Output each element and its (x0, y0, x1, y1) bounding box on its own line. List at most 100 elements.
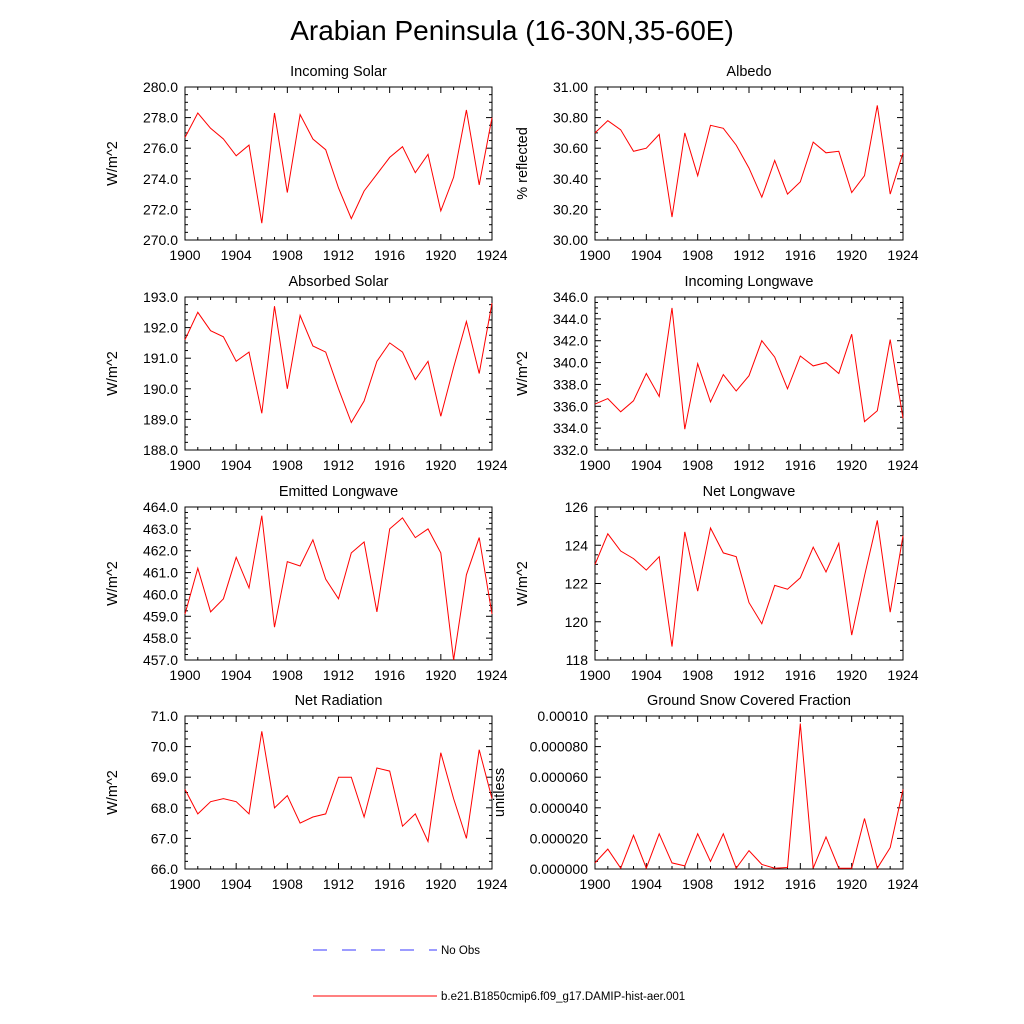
y-tick-label: 124 (565, 537, 589, 553)
x-tick-label: 1908 (682, 247, 713, 263)
x-tick-label: 1920 (425, 247, 456, 263)
plot-frame (594, 296, 904, 451)
y-tick-label: 270.0 (143, 232, 178, 248)
series-line (594, 520, 904, 647)
y-tick-label: 280.0 (143, 79, 178, 95)
y-tick-label: 463.0 (143, 521, 178, 537)
panel-3: Absorbed Solar 1900 1904 1908 1912 1916 1920 19… (105, 274, 508, 473)
plot-frame (184, 296, 493, 451)
y-tick-label: 334.0 (553, 420, 588, 436)
x-tick-label: 1916 (374, 247, 405, 263)
x-tick-label: 1904 (631, 667, 662, 683)
y-tick-label: 457.0 (143, 652, 178, 668)
x-tick-label: 1920 (836, 667, 867, 683)
series-line (184, 303, 493, 424)
y-tick-label: 30.00 (553, 232, 588, 248)
y-tick-label: 338.0 (553, 376, 588, 392)
x-tick-label: 1900 (579, 457, 610, 473)
y-tick-label: 0.000000 (530, 861, 589, 877)
y-tick-label: 460.0 (143, 586, 178, 602)
x-tick-label: 1924 (476, 876, 507, 892)
y-tick-label: 458.0 (143, 630, 178, 646)
x-tick-label: 1920 (836, 247, 867, 263)
y-tick-label: 30.40 (553, 171, 588, 187)
x-tick-label: 1908 (682, 876, 713, 892)
x-tick-label: 1912 (323, 457, 354, 473)
x-tick-label: 1912 (323, 247, 354, 263)
y-axis-label: % reflected (515, 127, 531, 200)
y-tick-label: 459.0 (143, 608, 178, 624)
x-tick-label: 1908 (272, 876, 303, 892)
y-tick-label: 274.0 (143, 171, 178, 187)
x-tick-label: 1912 (323, 667, 354, 683)
x-tick-label: 1900 (579, 247, 610, 263)
x-tick-label: 1916 (374, 667, 405, 683)
panels: Incoming Solar 1900 1904 1908 1912 1916 1920 19… (105, 64, 919, 892)
x-tick-label: 1924 (476, 247, 507, 263)
y-tick-label: 0.000060 (530, 769, 589, 785)
x-tick-label: 1924 (887, 457, 918, 473)
panel-6: Net Longwave 1900 1904 1908 1912 1916 1920 1924… (515, 484, 919, 683)
y-tick-label: 30.80 (553, 110, 588, 126)
x-tick-label: 1916 (785, 876, 816, 892)
x-tick-label: 1920 (836, 876, 867, 892)
series-line (184, 109, 493, 224)
y-tick-label: 342.0 (553, 333, 588, 349)
x-tick-label: 1904 (631, 247, 662, 263)
y-tick-label: 346.0 (553, 289, 588, 305)
y-tick-label: 462.0 (143, 543, 178, 559)
y-tick-label: 30.60 (553, 140, 588, 156)
y-tick-label: 464.0 (143, 499, 178, 515)
x-tick-label: 1920 (425, 667, 456, 683)
y-axis-label: W/m^2 (515, 351, 531, 396)
y-tick-label: 332.0 (553, 442, 588, 458)
x-tick-label: 1908 (682, 667, 713, 683)
x-tick-label: 1908 (682, 457, 713, 473)
panel-title: Incoming Longwave (685, 274, 814, 290)
y-tick-label: 71.0 (151, 708, 178, 724)
x-tick-label: 1916 (785, 247, 816, 263)
y-tick-label: 0.000020 (530, 830, 589, 846)
y-tick-label: 126 (565, 499, 589, 515)
y-axis-label: W/m^2 (515, 561, 531, 606)
panel-title: Incoming Solar (290, 64, 387, 80)
x-tick-label: 1900 (169, 876, 200, 892)
x-tick-label: 1920 (425, 457, 456, 473)
x-tick-label: 1912 (733, 247, 764, 263)
x-tick-label: 1916 (374, 457, 405, 473)
series-line (184, 515, 493, 661)
y-tick-label: 67.0 (151, 830, 178, 846)
plot-frame (594, 86, 904, 241)
series-line (184, 731, 493, 844)
x-tick-label: 1900 (169, 247, 200, 263)
legend-label-model: b.e21.B1850cmip6.f09_g17.DAMIP-hist-aer.… (441, 991, 685, 1003)
x-tick-label: 1908 (272, 667, 303, 683)
y-tick-label: 68.0 (151, 800, 178, 816)
x-tick-label: 1920 (425, 876, 456, 892)
y-tick-label: 0.000080 (530, 739, 589, 755)
y-tick-label: 189.0 (143, 411, 178, 427)
plot-frame (594, 506, 904, 661)
x-tick-label: 1908 (272, 457, 303, 473)
panel-title: Emitted Longwave (279, 484, 398, 500)
x-tick-label: 1924 (887, 247, 918, 263)
y-axis-label: W/m^2 (105, 141, 121, 186)
x-tick-label: 1924 (887, 667, 918, 683)
y-tick-label: 193.0 (143, 289, 178, 305)
x-tick-label: 1912 (733, 457, 764, 473)
y-tick-label: 188.0 (143, 442, 178, 458)
y-tick-label: 192.0 (143, 320, 178, 336)
y-tick-label: 0.00010 (537, 708, 588, 724)
y-tick-label: 30.20 (553, 201, 588, 217)
y-tick-label: 31.00 (553, 79, 588, 95)
x-tick-label: 1920 (836, 457, 867, 473)
series-line (594, 105, 904, 218)
x-tick-label: 1916 (785, 457, 816, 473)
y-axis-label: W/m^2 (105, 770, 121, 815)
x-tick-label: 1904 (631, 457, 662, 473)
y-tick-label: 120 (565, 614, 589, 630)
panel-2: Albedo 1900 1904 1908 1912 1916 1920 1924 30.00 3… (515, 64, 919, 263)
panel-title: Absorbed Solar (289, 274, 389, 290)
panel-title: Albedo (726, 64, 771, 80)
